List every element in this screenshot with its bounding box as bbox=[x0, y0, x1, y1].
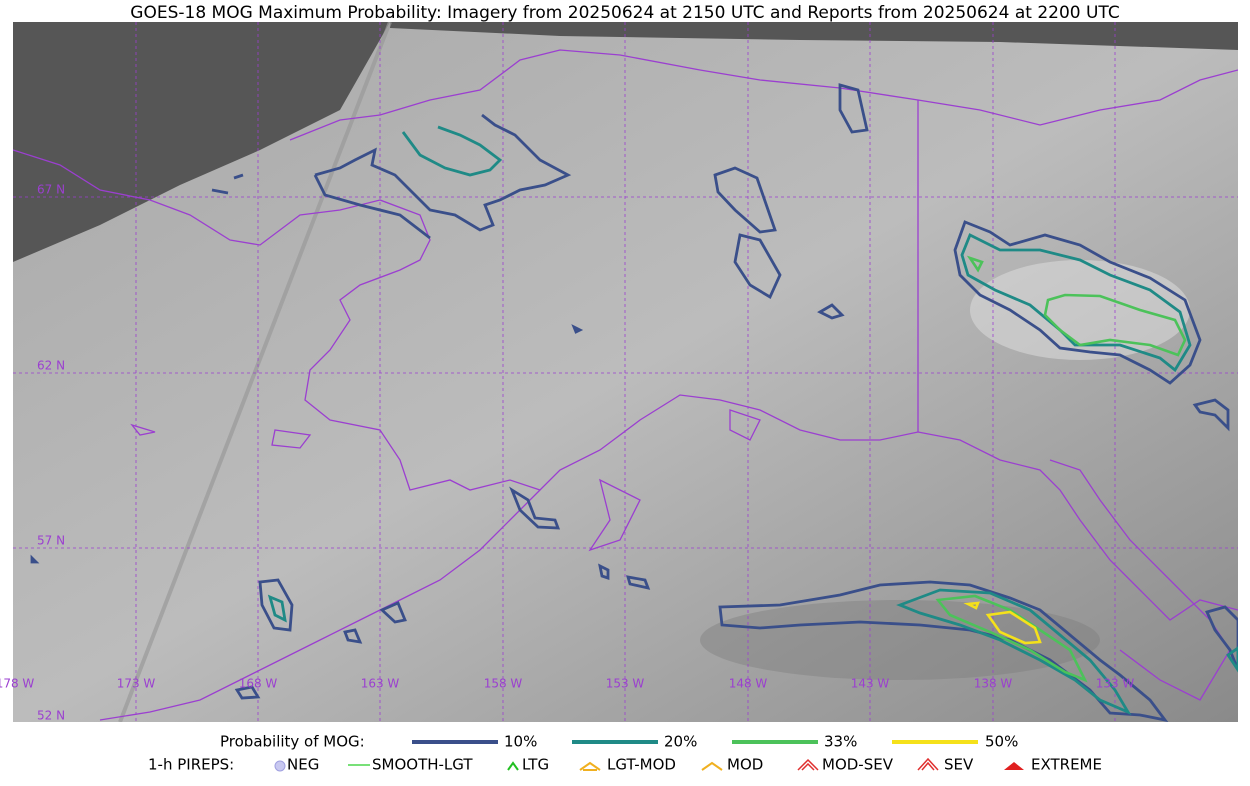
longitude-label: 178 W bbox=[0, 677, 34, 691]
legend-icon bbox=[1004, 762, 1024, 770]
legend-label: 50% bbox=[985, 733, 1018, 751]
longitude-label: 133 W bbox=[1096, 677, 1135, 691]
legend-label: SMOOTH-LGT bbox=[372, 756, 473, 774]
probability-contours bbox=[30, 83, 1238, 722]
legend-icon bbox=[917, 757, 939, 771]
legend-label: 20% bbox=[664, 733, 697, 751]
legend-icon bbox=[579, 761, 601, 771]
longitude-label: 138 W bbox=[974, 677, 1013, 691]
cloud bbox=[700, 600, 1100, 680]
legend-icon bbox=[701, 761, 723, 771]
legend-label: SEV bbox=[944, 756, 974, 774]
longitude-labels: 178 W 173 W 168 W 163 W 158 W 153 W 148 … bbox=[0, 677, 1134, 691]
no-data-area bbox=[390, 22, 1238, 50]
legend-label: MOD-SEV bbox=[822, 756, 894, 774]
longitude-label: 153 W bbox=[606, 677, 645, 691]
legend-icon bbox=[797, 758, 819, 771]
legend-label: 10% bbox=[504, 733, 537, 751]
legend-label: LGT-MOD bbox=[607, 756, 676, 774]
graticule bbox=[13, 22, 1238, 722]
latitude-label: 52 N bbox=[37, 709, 65, 723]
legend-title: 1-h PIREPS: bbox=[148, 756, 234, 774]
probability-legend: Probability of MOG: 10% 20% 33% 50% bbox=[220, 733, 1018, 751]
scan-artifact bbox=[118, 22, 392, 722]
map bbox=[13, 22, 1238, 722]
longitude-label: 168 W bbox=[239, 677, 278, 691]
longitude-label: 148 W bbox=[729, 677, 768, 691]
legend-label: MOD bbox=[727, 756, 763, 774]
legend-label: EXTREME bbox=[1031, 756, 1102, 774]
latitude-label: 67 N bbox=[37, 183, 65, 197]
legend-title: Probability of MOG: bbox=[220, 733, 365, 751]
no-data-area bbox=[13, 22, 390, 262]
latitude-label: 62 N bbox=[37, 359, 65, 373]
pirep-legend: 1-h PIREPS: NEG SMOOTH-LGT LTG LGT-MOD M… bbox=[148, 756, 1102, 774]
title: GOES-18 MOG Maximum Probability: Imagery… bbox=[130, 3, 1119, 23]
legend-icon bbox=[274, 760, 286, 772]
legend-label: 33% bbox=[824, 733, 857, 751]
latitude-labels: 67 N 62 N 57 N 52 N bbox=[37, 183, 65, 723]
legend-label: NEG bbox=[287, 756, 319, 774]
longitude-label: 173 W bbox=[117, 677, 156, 691]
legend-icon bbox=[507, 761, 519, 771]
longitude-label: 143 W bbox=[851, 677, 890, 691]
longitude-label: 163 W bbox=[361, 677, 400, 691]
latitude-label: 57 N bbox=[37, 534, 65, 548]
legend-label: LTG bbox=[522, 756, 549, 774]
coastlines bbox=[13, 49, 1238, 721]
longitude-label: 158 W bbox=[484, 677, 523, 691]
